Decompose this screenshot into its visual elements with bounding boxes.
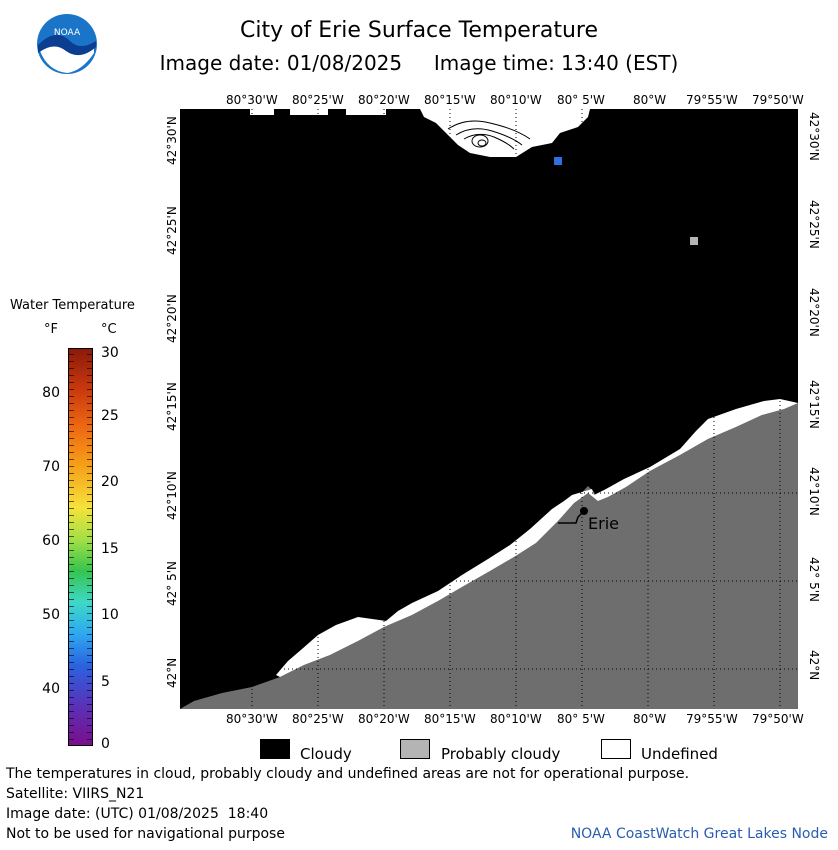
lat-label-right: 42°15'N xyxy=(807,380,821,429)
scale-label-c: 25 xyxy=(101,408,119,424)
lat-label-right: 42°N xyxy=(807,650,821,681)
lon-label-bottom: 80°15'W xyxy=(424,712,476,726)
lon-label-bottom: 79°55'W xyxy=(686,712,738,726)
lat-label-right: 42° 5'N xyxy=(807,557,821,602)
key-swatch-cloudy xyxy=(260,739,290,759)
key-swatch-probably-cloudy xyxy=(400,739,430,759)
undefined-patch xyxy=(290,109,328,115)
legend-unit-c: °C xyxy=(101,322,117,337)
scale-label-c: 0 xyxy=(101,736,110,752)
lat-label-left: 42°30'N xyxy=(165,116,179,165)
key-swatch-undefined xyxy=(601,739,631,759)
key-label-probably-cloudy: Probably cloudy xyxy=(441,745,561,763)
scale-label-f: 50 xyxy=(42,607,60,623)
legend-unit-f: °F xyxy=(44,322,58,337)
scale-label-f: 80 xyxy=(42,385,60,401)
temperature-map: Erie xyxy=(180,109,798,709)
lat-label-right: 42°20'N xyxy=(807,288,821,337)
scale-label-c: 15 xyxy=(101,541,119,557)
scale-label-f: 40 xyxy=(42,681,60,697)
lat-label-right: 42°25'N xyxy=(807,200,821,249)
probably-cloudy-pixel xyxy=(690,237,698,245)
contour-lines xyxy=(447,120,531,150)
undefined-shore-band xyxy=(276,399,798,677)
city-label-erie: Erie xyxy=(588,514,619,533)
lon-label-bottom: 80° 5'W xyxy=(557,712,605,726)
lat-label-left: 42° 5'N xyxy=(165,561,179,606)
page-title: City of Erie Surface Temperature xyxy=(239,18,599,43)
lon-label-top: 80°25'W xyxy=(292,93,344,107)
footer-disclaimer: The temperatures in cloud, probably clou… xyxy=(6,766,690,782)
svg-text:NOAA: NOAA xyxy=(54,28,81,38)
lon-label-top: 79°50'W xyxy=(752,93,804,107)
scale-label-f: 70 xyxy=(42,459,60,475)
legend-title: Water Temperature xyxy=(10,298,135,313)
lon-label-bottom: 80°30'W xyxy=(226,712,278,726)
lat-label-left: 42°25'N xyxy=(165,206,179,255)
lat-label-left: 42°N xyxy=(165,657,179,688)
land-area xyxy=(180,403,798,709)
color-scale-ticks xyxy=(68,348,93,746)
graticule xyxy=(180,109,798,709)
lon-label-top: 80°20'W xyxy=(358,93,410,107)
lon-label-top: 80°10'W xyxy=(490,93,542,107)
lat-label-right: 42°10'N xyxy=(807,467,821,516)
lon-label-top: 80°15'W xyxy=(424,93,476,107)
lat-label-left: 42°10'N xyxy=(165,471,179,520)
undefined-patch xyxy=(420,109,590,157)
lon-label-top: 80°30'W xyxy=(226,93,278,107)
lon-label-bottom: 80°25'W xyxy=(292,712,344,726)
lat-label-left: 42°15'N xyxy=(165,382,179,431)
footer-navigation-warning: Not to be used for navigational purpose xyxy=(6,826,285,842)
scale-label-c: 5 xyxy=(101,674,110,690)
water-temp-pixel xyxy=(554,157,562,165)
lon-label-bottom: 80°10'W xyxy=(490,712,542,726)
key-label-undefined: Undefined xyxy=(641,745,718,763)
lat-label-left: 42°20'N xyxy=(165,294,179,343)
lon-label-top: 79°55'W xyxy=(686,93,738,107)
footer-credit: NOAA CoastWatch Great Lakes Node xyxy=(570,826,828,842)
lon-label-bottom: 80°20'W xyxy=(358,712,410,726)
noaa-logo: NOAA xyxy=(36,13,98,75)
lon-label-top: 80° 5'W xyxy=(557,93,605,107)
undefined-patch xyxy=(346,109,386,115)
key-label-cloudy: Cloudy xyxy=(300,745,352,763)
scale-label-c: 30 xyxy=(101,345,119,361)
lon-label-bottom: 79°50'W xyxy=(752,712,804,726)
lon-label-top: 80°W xyxy=(633,93,667,107)
noaa-logo-icon: NOAA xyxy=(37,14,97,74)
scale-label-f: 60 xyxy=(42,533,60,549)
undefined-patch xyxy=(250,109,274,115)
lat-label-right: 42°30'N xyxy=(807,112,821,161)
scale-label-c: 20 xyxy=(101,474,119,490)
scale-label-c: 10 xyxy=(101,607,119,623)
footer-satellite: Satellite: VIIRS_N21 xyxy=(6,786,145,802)
erie-marker: Erie xyxy=(558,507,619,533)
footer-image-date-utc: Image date: (UTC) 01/08/2025 18:40 xyxy=(6,806,269,822)
image-date-time: Image date: 01/08/2025 Image time: 13:40… xyxy=(159,51,679,75)
lon-label-bottom: 80°W xyxy=(633,712,667,726)
